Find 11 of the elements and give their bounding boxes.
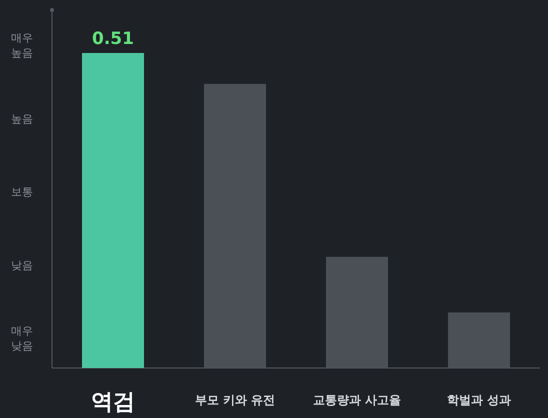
- bar: [82, 53, 144, 368]
- text: 보통: [11, 186, 33, 198]
- x-tick-label: 역검: [91, 390, 135, 415]
- text: 매우 높음: [11, 32, 33, 60]
- text: 낮음: [11, 258, 33, 272]
- text: 높음: [11, 112, 33, 126]
- x-tick-label: 교통량과 사고율: [312, 393, 402, 407]
- x-tick-label: 부모 키와 유전: [194, 393, 276, 407]
- text: 매우 낮음: [11, 324, 33, 352]
- x-tick-label: 학벌과 성과: [446, 393, 512, 407]
- data-label: 0.51: [92, 29, 134, 49]
